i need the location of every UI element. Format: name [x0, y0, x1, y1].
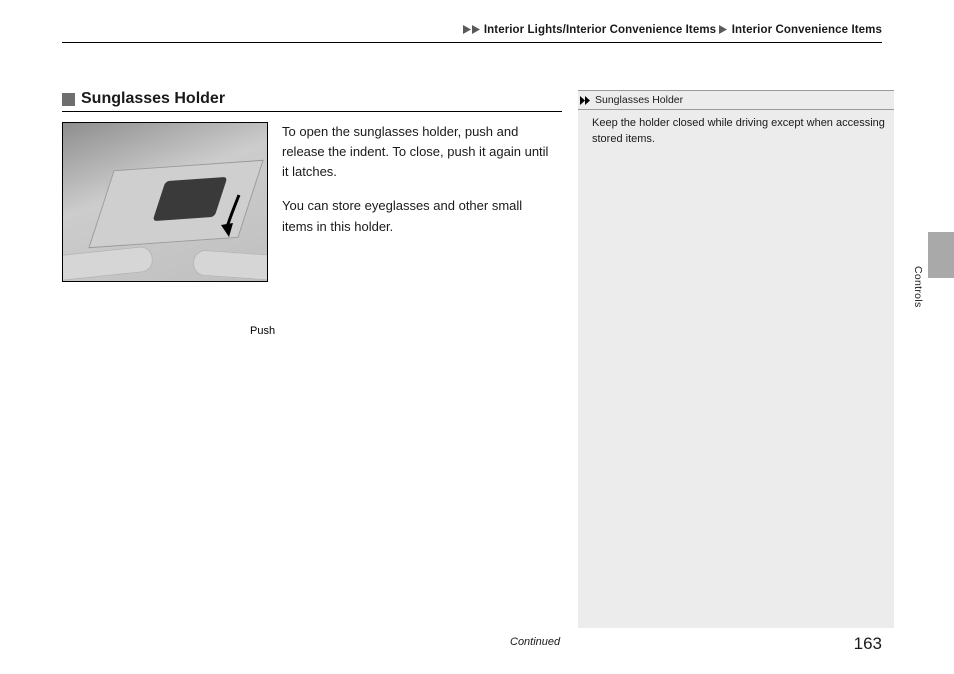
breadcrumb: Interior Lights/Interior Convenience Ite… [62, 24, 882, 36]
breadcrumb-seg-1: Interior Lights/Interior Convenience Ite… [484, 24, 716, 36]
info-sidebar: Sunglasses Holder Keep the holder closed… [578, 90, 894, 628]
breadcrumb-seg-2: Interior Convenience Items [732, 24, 882, 36]
sidebar-note: Keep the holder closed while driving exc… [578, 110, 894, 154]
breadcrumb-arrow-icon [463, 25, 471, 34]
illustration [62, 122, 268, 282]
heading-text: Sunglasses Holder [81, 90, 225, 108]
heading-underline [62, 111, 562, 112]
illustration-label: Push [250, 325, 275, 337]
body-paragraph-1: To open the sunglasses holder, push and … [282, 122, 552, 182]
header-rule [62, 42, 882, 43]
breadcrumb-arrow-icon [719, 25, 727, 34]
sidebar-title: Sunglasses Holder [595, 94, 683, 106]
breadcrumb-arrow-icon [472, 25, 480, 34]
section-tab-label: Controls [912, 266, 924, 308]
body-paragraph-2: You can store eyeglasses and other small… [282, 196, 552, 236]
section-tab [928, 232, 954, 278]
continued-label: Continued [510, 636, 560, 648]
sidebar-chevrons-icon [580, 96, 592, 105]
page-number: 163 [854, 634, 882, 654]
section-heading: Sunglasses Holder [62, 90, 562, 108]
push-arrow-icon [221, 193, 251, 243]
heading-square-icon [62, 93, 75, 106]
